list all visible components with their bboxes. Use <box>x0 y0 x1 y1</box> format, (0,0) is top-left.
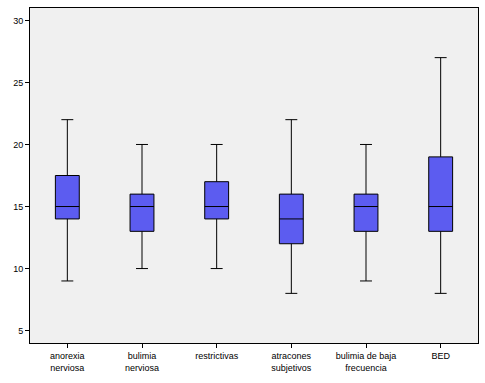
svg-text:restrictivas: restrictivas <box>195 351 239 361</box>
svg-text:10: 10 <box>13 264 23 274</box>
svg-text:BED: BED <box>431 351 450 361</box>
svg-text:25: 25 <box>13 78 23 88</box>
svg-text:bulimia de bajafrecuencia: bulimia de bajafrecuencia <box>336 351 397 373</box>
svg-text:15: 15 <box>13 202 23 212</box>
svg-text:anorexianerviosa: anorexianerviosa <box>50 351 85 373</box>
svg-text:bulimianerviosa: bulimianerviosa <box>125 351 159 373</box>
svg-text:atraconessubjetivos: atraconessubjetivos <box>271 351 312 373</box>
svg-text:5: 5 <box>18 326 23 336</box>
svg-text:20: 20 <box>13 140 23 150</box>
svg-text:30: 30 <box>13 16 23 26</box>
